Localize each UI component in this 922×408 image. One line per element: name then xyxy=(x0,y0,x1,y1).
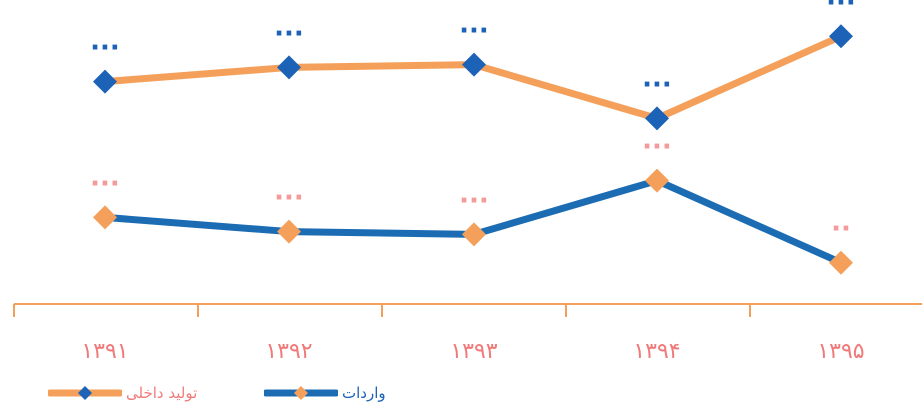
series-2-data-label-2: ... xyxy=(274,177,304,207)
series-1-point-1 xyxy=(93,69,117,94)
series-1-data-label-1: ... xyxy=(90,27,120,57)
series-1-data-label-5: ... xyxy=(826,0,856,11)
series-2-point-2 xyxy=(277,219,301,244)
legend-swatch-domestic-production xyxy=(48,385,122,401)
series-1-point-5 xyxy=(829,24,853,49)
legend-label-domestic-production: تولید داخلی xyxy=(126,384,198,402)
series-2-point-5 xyxy=(829,250,853,275)
x-axis: ۱۳۹۱ ۱۳۹۲ ۱۳۹۳ ۱۳۹۴ ۱۳۹۵ xyxy=(13,303,922,364)
x-tick-label-5: ۱۳۹۵ xyxy=(817,339,864,364)
legend-item-imports: واردات xyxy=(264,380,386,406)
series-2-point-4 xyxy=(645,168,669,193)
x-tick-label-3: ۱۳۹۳ xyxy=(450,339,497,364)
series-2-point-1 xyxy=(93,205,117,230)
x-tick-label-4: ۱۳۹۴ xyxy=(633,339,680,364)
series-2-data-label-1: ... xyxy=(90,162,120,192)
series-1-data-label-3: ... xyxy=(459,10,489,40)
series-1: ............... xyxy=(90,0,856,131)
series-2-data-label-5: .. xyxy=(831,208,851,238)
series-2-data-label-3: ... xyxy=(459,179,489,209)
legend-item-domestic-production: تولید داخلی xyxy=(48,380,197,406)
series-1-point-3 xyxy=(462,52,486,77)
x-tick-label-2: ۱۳۹۲ xyxy=(265,339,312,364)
legend-label-imports: واردات xyxy=(342,384,386,402)
series-2-point-3 xyxy=(462,222,486,247)
series-2: .............. xyxy=(90,126,853,275)
series-layer: ............................. xyxy=(90,0,856,275)
series-1-point-2 xyxy=(277,55,301,80)
series-1-data-label-2: ... xyxy=(274,12,304,42)
x-tick-label-1: ۱۳۹۱ xyxy=(81,339,128,364)
series-1-data-label-4: ... xyxy=(642,63,672,93)
series-1-point-4 xyxy=(645,106,669,131)
series-1-line xyxy=(101,32,845,122)
legend-swatch-imports xyxy=(264,385,338,401)
series-2-data-label-4: ... xyxy=(642,126,672,156)
